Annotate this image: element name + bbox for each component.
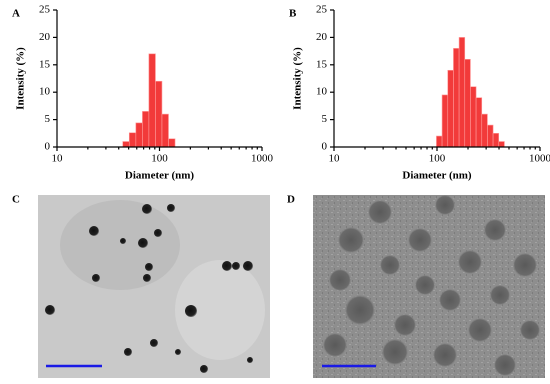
bar	[481, 113, 488, 148]
bar	[487, 124, 494, 148]
bar	[453, 48, 460, 148]
x-tick-label: 10	[52, 153, 64, 165]
y-tick-label: 10	[316, 86, 328, 98]
bar	[475, 97, 483, 148]
y-tick-label: 20	[39, 31, 51, 43]
bar	[148, 53, 156, 148]
bar	[155, 80, 163, 148]
x-tick-label: 1000	[529, 153, 550, 165]
x-axis-title: Diameter (nm)	[125, 170, 194, 182]
bar	[142, 111, 150, 148]
x-tick-label: 1000	[251, 153, 274, 165]
bar	[458, 37, 466, 148]
chart: 0 5 10 15 20 25 10 100 1000 Diameter (nm) Intensit…	[12, 4, 274, 182]
y-tick-label: 20	[316, 31, 328, 43]
panel-label: B	[289, 8, 297, 20]
chart: 0 5 10 15 20 25 10 100 1000 Diameter (nm) Intensit…	[289, 4, 550, 182]
bar	[492, 133, 500, 148]
bar	[168, 138, 176, 148]
y-axis-title: Intensity (%)	[15, 47, 27, 110]
bar	[161, 113, 169, 148]
bar	[128, 132, 137, 148]
y-tick-label: 0	[322, 141, 328, 153]
y-tick-label: 10	[39, 86, 51, 98]
bar	[464, 59, 471, 148]
x-tick-label: 100	[151, 153, 168, 165]
y-tick-label: 15	[316, 58, 328, 70]
bar	[122, 141, 130, 148]
panel-label: C	[12, 194, 20, 206]
panel-label: A	[12, 8, 20, 20]
y-tick-label: 25	[316, 4, 328, 16]
bar	[135, 122, 143, 148]
bar	[498, 141, 505, 148]
y-tick-label: 25	[39, 4, 51, 16]
y-tick-label: 0	[45, 141, 51, 153]
bar	[436, 135, 443, 148]
y-tick-label: 15	[39, 58, 51, 70]
y-tick-label: 5	[45, 113, 51, 125]
y-tick-label: 5	[322, 113, 328, 125]
x-tick-label: 10	[329, 153, 341, 165]
bar	[441, 94, 449, 148]
tem-image-c	[38, 195, 270, 378]
bar	[470, 86, 477, 148]
x-tick-label: 100	[429, 153, 446, 165]
panel-label: D	[287, 194, 295, 206]
bar	[447, 69, 454, 148]
y-axis-title: Intensity (%)	[292, 47, 304, 110]
x-axis-title: Diameter (nm)	[402, 170, 471, 182]
tem-image-d	[313, 195, 545, 378]
